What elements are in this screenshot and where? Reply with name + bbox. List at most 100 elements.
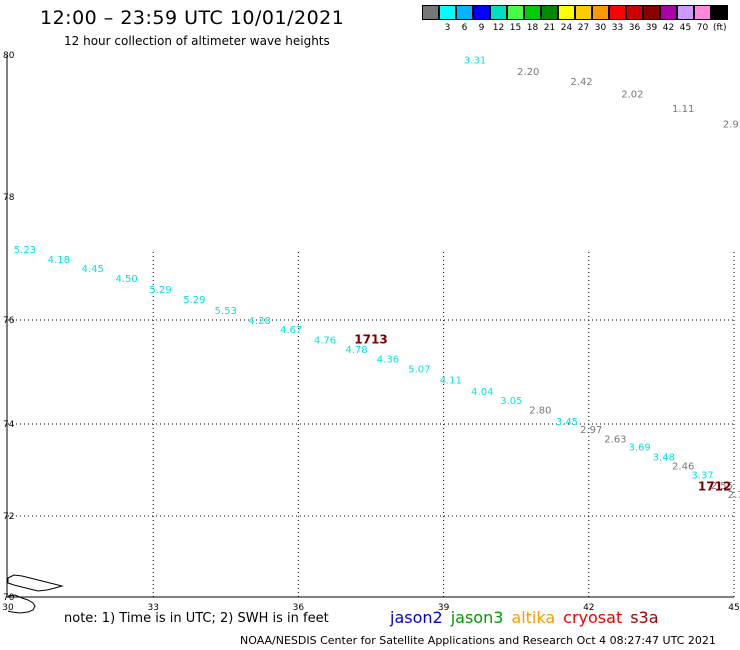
latitude-label: 78 [3,193,15,203]
color-scale-swatch [694,5,711,20]
color-scale-label: 45 [679,23,692,33]
wave-height-value: 4.45 [82,264,104,275]
color-scale-label: 36 [628,23,641,33]
color-scale-label: 9 [478,23,485,33]
color-scale-swatch [660,5,677,20]
satellite-legend-item: cryosat [563,608,623,627]
latitude-labels: 80 78 76 74 72 70 [3,51,15,603]
wave-height-value: 5.07 [408,365,430,376]
satellite-legend-item: jason2 [390,608,443,627]
wave-height-value: 4.28 [249,316,271,327]
wave-height-value: 5.53 [215,306,237,317]
longitude-label: 30 [2,603,14,613]
longitude-label: 36 [293,603,305,613]
latitude-label: 76 [3,316,15,326]
color-scale-label: 12 [492,23,505,33]
color-scale-swatch [711,5,728,20]
wave-height-value: 5.23 [14,245,36,256]
wave-height-value: 2.95 [723,119,740,130]
color-scale-label: 33 [611,23,624,33]
coastline-island [7,574,64,592]
satellite-legend-item: jason3 [450,608,504,627]
wave-height-value: 3.45 [556,417,578,428]
color-scale-swatch [592,5,609,20]
color-scale-swatch [626,5,643,20]
wave-height-value: 2.46 [672,462,694,473]
pass-labels: 1713 1712 [354,332,731,493]
wave-height-value: 2.97 [580,425,602,436]
color-scale-swatch [507,5,524,20]
wave-height-value: 4.76 [314,335,336,346]
color-scale-swatch [422,5,439,20]
color-scale-swatch [575,5,592,20]
longitude-label: 39 [438,603,450,613]
wave-height-value: 5.29 [149,285,171,296]
color-scale-swatch [609,5,626,20]
coastline [7,574,64,614]
credit-line: NOAA/NESDIS Center for Satellite Applica… [240,634,716,647]
pass-number-label: 1713 [354,332,387,346]
latitude-label: 74 [3,420,15,430]
latitude-label: 80 [3,51,15,61]
wave-height-value: 1.11 [672,104,694,115]
color-scale-label: 42 [662,23,675,33]
wave-height-value: 2.71 [728,490,740,501]
wave-height-value: 2.42 [570,77,592,88]
color-scale-label: 18 [526,23,539,33]
wave-height-value: 2.20 [517,67,539,78]
wave-height-value: 4.18 [48,255,70,266]
wave-height-value: 4.11 [440,375,462,386]
wave-height-value: 4.50 [115,274,137,285]
map-title: 12:00 – 23:59 UTC 10/01/2021 [40,7,345,29]
coastline-shore [7,594,36,614]
wave-height-value: 3.37 [691,470,713,481]
wave-height-value: 3.05 [500,396,522,407]
color-scale-swatch [473,5,490,20]
color-scale-label: 27 [577,23,590,33]
color-scale-swatch [456,5,473,20]
wave-height-value: 2.80 [529,406,551,417]
color-scale-unit: (ft) [713,23,727,33]
color-scale-label: 3 [444,23,451,33]
graticule [6,55,735,598]
color-scale-swatch [439,5,456,20]
color-scale-label: 70 [696,23,709,33]
color-scale-swatch [490,5,507,20]
color-scale-label: 30 [594,23,607,33]
wave-height-value: 3.31 [464,56,486,67]
color-scale-swatch [541,5,558,20]
color-scale-label: 39 [645,23,658,33]
satellite-legend: jason2 jason3 altika cryosat s3a [390,608,667,627]
units-note: note: 1) Time is in UTC; 2) SWH is in fe… [64,611,329,626]
color-scale-label: 15 [509,23,522,33]
color-scale-swatch [524,5,541,20]
wave-height-value: 3.48 [653,452,675,463]
wave-height-value: 4.78 [345,345,367,356]
color-scale-swatch [677,5,694,20]
wave-height-value: 4.36 [377,355,399,366]
latitude-label: 70 [3,593,15,603]
wave-height-value: 2.63 [604,434,626,445]
map-subtitle: 12 hour collection of altimeter wave hei… [64,34,330,48]
longitude-label: 33 [147,603,158,613]
wave-height-value: 5.29 [183,295,205,306]
wave-height-value: 2.55 [711,481,733,492]
color-scale-swatch [558,5,575,20]
wave-height-value: 4.67 [280,325,302,336]
longitude-label: 45 [728,603,739,613]
color-scale-label: 6 [461,23,468,33]
wave-height-observations: 3.312.202.422.021.112.951.5.234.184.454.… [14,56,740,502]
longitude-label: 42 [583,603,594,613]
color-scale-label: 21 [543,23,556,33]
latitude-label: 72 [3,512,14,522]
wave-height-value: 2.02 [621,90,643,101]
wave-height-value: 4.04 [471,387,493,398]
wave-height-value: 3.69 [628,443,650,454]
color-scale-label: 24 [560,23,573,33]
satellite-legend-item: altika [511,608,556,627]
pass-number-label: 1712 [698,480,731,494]
longitude-labels: 30 33 36 39 42 45 [2,603,739,613]
color-scale-swatch [643,5,660,20]
satellite-legend-item: s3a [630,608,659,627]
